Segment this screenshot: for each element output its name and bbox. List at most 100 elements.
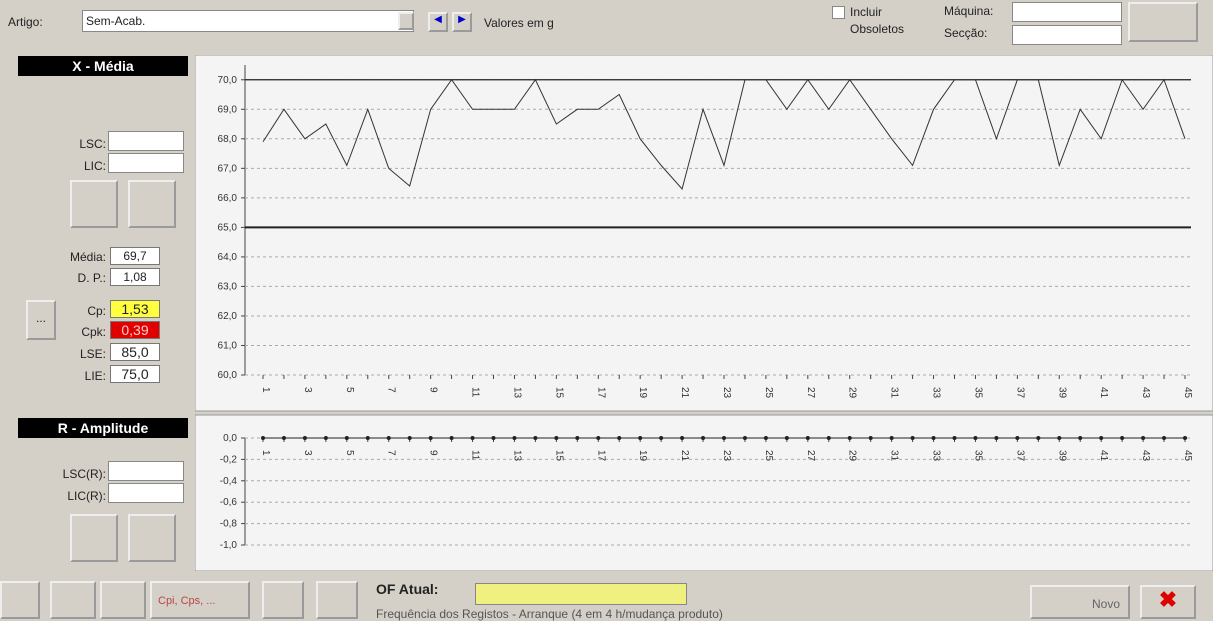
cpk-label: Cpk: <box>81 325 106 339</box>
x-tick-label: 21 <box>679 387 690 399</box>
cp-value: 1,53 <box>110 300 160 318</box>
prev[interactable]: ◀ <box>428 12 448 32</box>
lscr-input[interactable] <box>108 461 184 481</box>
x-tick-label: 33 <box>931 450 942 462</box>
x-tick-label: 29 <box>847 450 858 462</box>
r-title: R - Amplitude <box>18 418 188 438</box>
x-tick-label: 23 <box>721 450 732 462</box>
of-label: OF Atual: <box>376 581 439 597</box>
x-tick-label: 9 <box>428 450 439 456</box>
lie-label: LIE: <box>84 369 106 383</box>
btn-1[interactable] <box>0 581 40 619</box>
x-tick-label: 21 <box>679 450 690 462</box>
lie-value: 75,0 <box>110 365 160 383</box>
table-button[interactable] <box>128 180 176 228</box>
y-tick-label: 67,0 <box>218 163 238 174</box>
lsc-input[interactable] <box>108 131 184 151</box>
x-tick-label: 19 <box>637 450 648 462</box>
x-tick-label: 25 <box>763 450 774 462</box>
chart-r-button[interactable] <box>128 514 176 562</box>
btn-3[interactable] <box>100 581 146 619</box>
point <box>994 436 999 440</box>
next[interactable]: ▶ <box>452 12 472 32</box>
artigo-label: Artigo: <box>8 15 43 29</box>
x-tick-label: 3 <box>302 450 313 456</box>
x-tick-label: 11 <box>470 450 481 461</box>
y-tick-label: -0,2 <box>220 454 238 465</box>
point <box>1078 436 1083 440</box>
point <box>281 436 286 440</box>
point <box>554 436 559 440</box>
x-tick-label: 45 <box>1182 450 1193 462</box>
x-tick-label: 31 <box>889 450 900 462</box>
series-line <box>262 78 1186 191</box>
media-value: 69,7 <box>110 247 160 265</box>
point <box>1120 436 1125 440</box>
cpi-button[interactable]: Cpi, Cps, ... <box>150 581 250 619</box>
x-tick-label: 41 <box>1098 387 1109 399</box>
x-tick-label: 37 <box>1014 387 1025 399</box>
point <box>617 436 622 440</box>
x-tick-label: 1 <box>260 450 271 456</box>
print-button[interactable] <box>1128 2 1198 42</box>
point <box>1015 436 1020 440</box>
point <box>596 436 601 440</box>
point <box>868 436 873 440</box>
maquina-label: Máquina: <box>944 4 994 18</box>
dropdown[interactable] <box>398 12 414 30</box>
point <box>261 436 265 440</box>
x-tick-label: 27 <box>805 387 816 399</box>
seccao-input[interactable] <box>1012 25 1122 45</box>
artigo-select[interactable]: Sem-Acab. <box>82 10 414 32</box>
more-button[interactable]: ... <box>26 300 56 340</box>
y-tick-label: 60,0 <box>218 370 238 381</box>
maquina-input[interactable] <box>1012 2 1122 22</box>
point <box>1141 436 1146 440</box>
point <box>1162 436 1167 440</box>
alarm-button[interactable] <box>316 581 358 619</box>
point <box>365 436 370 440</box>
x-tick-label: 1 <box>260 387 271 393</box>
point <box>805 436 810 440</box>
point <box>1057 436 1062 440</box>
lse-value: 85,0 <box>110 343 160 361</box>
point <box>763 436 768 440</box>
point <box>428 436 433 440</box>
x-tick-label: 39 <box>1056 387 1067 399</box>
point <box>533 436 538 440</box>
btn-2[interactable] <box>50 581 96 619</box>
x-tick-label: 35 <box>972 387 983 399</box>
point <box>784 436 789 440</box>
of-input[interactable] <box>475 583 687 605</box>
x-tick-label: 7 <box>386 450 397 456</box>
y-tick-label: 62,0 <box>218 311 238 322</box>
calc-r-button[interactable] <box>70 514 118 562</box>
x-tick-label: 29 <box>847 387 858 399</box>
calc-button[interactable] <box>70 180 118 228</box>
novo-button[interactable]: Novo <box>1030 585 1130 619</box>
lsc-label: LSC: <box>79 137 106 151</box>
seccao-label: Secção: <box>944 26 988 40</box>
close-button[interactable]: ✖ <box>1140 585 1196 619</box>
y-tick-label: -0,8 <box>220 519 238 530</box>
point <box>323 436 328 440</box>
units: Valores em g <box>484 16 554 30</box>
y-tick-label: 63,0 <box>218 281 238 292</box>
point <box>659 436 664 440</box>
x-tick-label: 11 <box>470 387 481 398</box>
licr-input[interactable] <box>108 483 184 503</box>
y-tick-label: 65,0 <box>218 222 238 233</box>
x-tick-label: 3 <box>302 387 313 393</box>
calendar-button[interactable] <box>262 581 304 619</box>
point <box>680 436 685 440</box>
artigo-value: Sem-Acab. <box>86 14 146 28</box>
media-label: Média: <box>69 250 106 264</box>
point <box>931 436 936 440</box>
point <box>344 436 349 440</box>
charts: 60,0 61,0 62,0 63,0 64,0 65,0 66,0 67,0 68,0 69,0… <box>195 55 1213 571</box>
x-tick-label: 5 <box>344 387 355 393</box>
checkbox[interactable] <box>832 6 845 19</box>
point <box>302 436 307 440</box>
obsoletos: Obsoletos <box>850 22 905 36</box>
lic-input[interactable] <box>108 153 184 173</box>
